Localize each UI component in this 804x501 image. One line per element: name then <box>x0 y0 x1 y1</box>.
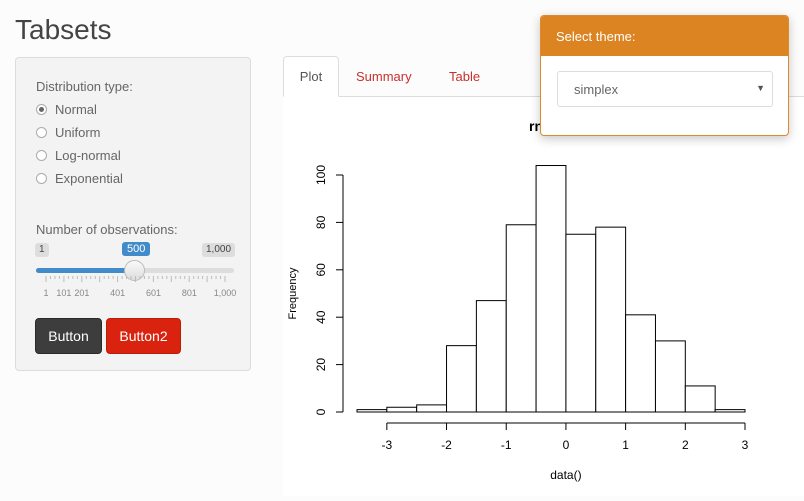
slider-max-label: 1,000 <box>202 243 236 257</box>
slider-tick-label: 1 <box>43 288 48 298</box>
sidebar-panel: Distribution type: Normal Uniform Log-no… <box>15 57 251 371</box>
histogram-bar <box>356 409 388 413</box>
x-tick-label: -3 <box>382 438 393 452</box>
histogram-bar <box>595 226 627 413</box>
slider-handle[interactable] <box>124 260 145 281</box>
radio-exponential[interactable]: Exponential <box>36 171 123 186</box>
histogram-bar <box>654 340 686 413</box>
distribution-type-label: Distribution type: <box>36 79 133 94</box>
radio-button[interactable] <box>36 173 47 184</box>
histogram-bar <box>714 409 746 413</box>
button-1[interactable]: Button <box>35 318 102 354</box>
slider-tick-label: 1,000 <box>214 288 237 298</box>
slider-ticks: 1 101 201 401 601 801 1,000 <box>43 276 237 298</box>
histogram-bar <box>535 165 567 413</box>
radio-label: Normal <box>55 102 97 117</box>
x-tick-label: -1 <box>501 438 512 452</box>
radio-log-normal[interactable]: Log-normal <box>36 148 121 163</box>
page-title: Tabsets <box>15 14 112 45</box>
histogram-bar <box>446 345 477 413</box>
radio-label: Uniform <box>55 125 101 140</box>
histogram-chart: rnor-3-2-10123data()020406080100Frequenc… <box>287 118 749 482</box>
slider-tick-label: 201 <box>74 288 89 298</box>
x-tick-label: 0 <box>563 438 570 452</box>
observations-label: Number of observations: <box>36 222 178 237</box>
histogram-bar <box>386 406 418 413</box>
slider-fill <box>36 268 135 273</box>
histogram-bar <box>505 224 537 413</box>
slider-min-label: 1 <box>35 243 49 257</box>
slider-tick-label: 101 <box>56 288 71 298</box>
theme-header: Select theme: <box>541 16 788 56</box>
tab-summary[interactable]: Summary <box>356 68 412 84</box>
histogram-bar <box>625 314 656 413</box>
slider-tick-label: 601 <box>146 288 161 298</box>
theme-selector-panel: Select theme: simplex ▼ <box>540 15 789 136</box>
histogram-bar <box>684 385 716 413</box>
chevron-down-icon: ▼ <box>756 83 765 93</box>
slider-value-label: 500 <box>122 242 151 256</box>
x-axis-label: data() <box>550 468 581 482</box>
tab-table[interactable]: Table <box>449 68 481 84</box>
tab-plot[interactable]: Plot <box>283 56 339 97</box>
histogram-bar <box>416 404 448 413</box>
y-tick-label: 60 <box>314 263 328 277</box>
theme-select[interactable]: simplex ▼ <box>557 71 773 107</box>
radio-label: Log-normal <box>55 148 121 163</box>
y-axis-label: Frequency <box>287 267 299 319</box>
slider-tick-label: 401 <box>110 288 125 298</box>
histogram-bar <box>565 233 597 413</box>
theme-select-value: simplex <box>574 81 619 97</box>
radio-button[interactable] <box>36 150 47 161</box>
x-tick-label: 3 <box>742 438 749 452</box>
button-2[interactable]: Button2 <box>106 318 181 354</box>
plot-panel: rnor-3-2-10123data()020406080100Frequenc… <box>283 97 804 496</box>
radio-button[interactable] <box>36 127 47 138</box>
slider-tick-label: 801 <box>182 288 197 298</box>
radio-label: Exponential <box>55 171 123 186</box>
radio-normal[interactable]: Normal <box>36 102 97 117</box>
x-tick-label: 2 <box>682 438 689 452</box>
x-tick-label: -2 <box>441 438 452 452</box>
radio-uniform[interactable]: Uniform <box>36 125 101 140</box>
y-tick-label: 100 <box>314 165 328 185</box>
y-tick-label: 20 <box>314 358 328 372</box>
y-tick-label: 80 <box>314 215 328 229</box>
radio-button[interactable] <box>36 104 47 115</box>
y-tick-label: 40 <box>314 310 328 324</box>
x-tick-label: 1 <box>622 438 629 452</box>
y-tick-label: 0 <box>314 408 328 415</box>
histogram-bar <box>475 300 507 413</box>
